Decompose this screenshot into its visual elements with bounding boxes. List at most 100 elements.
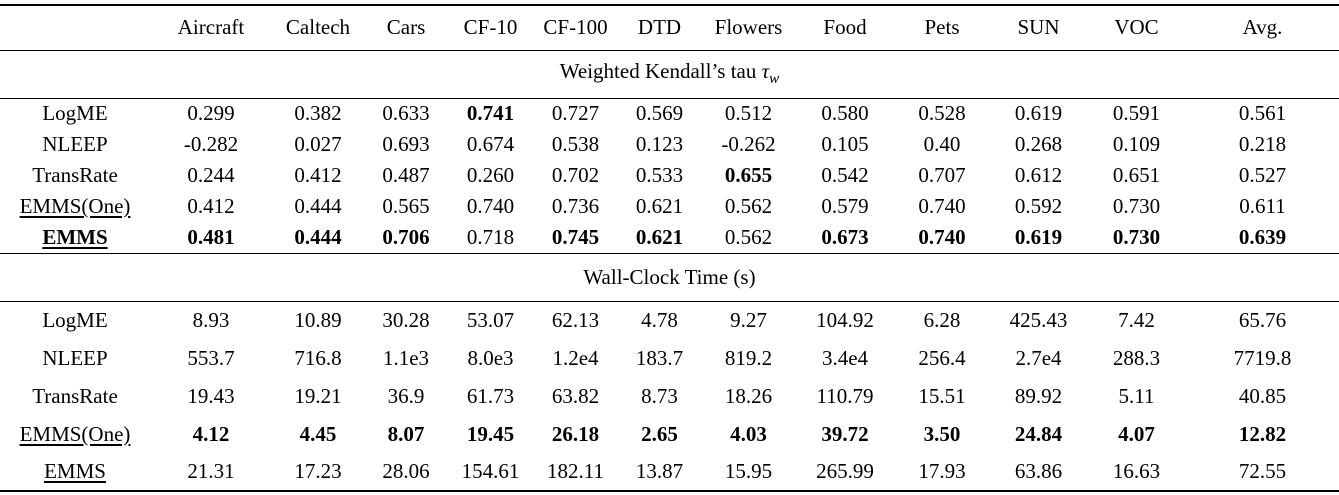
value-cell: 819.2 xyxy=(724,345,773,370)
column-header: SUN xyxy=(1017,15,1060,40)
column-header: DTD xyxy=(637,15,682,40)
value-cell: 0.412 xyxy=(187,194,235,218)
value-cell: 24.84 xyxy=(1014,421,1063,446)
value-cell: 4.12 xyxy=(192,421,230,446)
row-label: TransRate xyxy=(32,163,118,187)
row-label: LogME xyxy=(42,101,108,126)
value-cell: 0.592 xyxy=(1014,194,1063,218)
column-header: VOC xyxy=(1114,15,1159,40)
value-cell: 4.78 xyxy=(641,307,678,332)
table-row: EMMS(One) 4.12 4.45 8.07 19.45 26.18 2.65 4.03 3… xyxy=(0,415,1339,453)
value-cell: 154.61 xyxy=(461,459,520,483)
value-cell: 0.244 xyxy=(187,163,235,187)
value-cell: 0.619 xyxy=(1014,101,1063,126)
value-cell: 0.569 xyxy=(635,101,684,126)
value-cell: 553.7 xyxy=(187,345,235,370)
row-label: NLEEP xyxy=(42,345,108,370)
column-header: Aircraft xyxy=(177,15,245,40)
value-cell: 0.512 xyxy=(724,101,773,126)
value-cell: 9.27 xyxy=(730,307,767,332)
value-cell: 17.23 xyxy=(294,459,342,483)
header-row: Aircraft Caltech Cars CF-10 CF-100 DTD Flowers… xyxy=(0,5,1339,50)
value-cell: 0.727 xyxy=(551,101,600,126)
value-cell: 182.11 xyxy=(547,459,604,483)
row-label: TransRate xyxy=(32,383,118,408)
value-cell: 8.07 xyxy=(387,421,425,446)
value-cell: 63.82 xyxy=(551,383,600,408)
value-cell: 716.8 xyxy=(294,345,342,370)
value-cell: 0.655 xyxy=(724,163,773,187)
results-table: Aircraft Caltech Cars CF-10 CF-100 DTD Flowers… xyxy=(0,4,1339,492)
section-title-text: Weighted Kendall’s tau xyxy=(559,59,762,84)
value-cell: 425.43 xyxy=(1009,307,1068,332)
value-cell: 0.027 xyxy=(294,132,342,156)
table-row: LogME 8.93 10.89 30.28 53.07 62.13 4.78 9.27 104… xyxy=(0,301,1339,339)
value-cell: 265.99 xyxy=(816,459,874,483)
row-label: EMMS(One) xyxy=(19,194,131,218)
value-cell: 0.633 xyxy=(382,101,430,126)
value-cell: 0.533 xyxy=(635,163,684,187)
row-label: EMMS(One) xyxy=(19,421,131,446)
value-cell: 63.86 xyxy=(1014,459,1063,483)
value-cell: 0.579 xyxy=(821,194,869,218)
value-cell: 0.730 xyxy=(1112,224,1161,249)
value-cell: 0.542 xyxy=(821,163,869,187)
table-row: EMMS(One) 0.412 0.444 0.565 0.740 0.736 0.621 0… xyxy=(0,191,1339,222)
value-cell: 10.89 xyxy=(294,307,342,332)
value-cell: 0.706 xyxy=(382,224,430,249)
column-header: Avg. xyxy=(1242,15,1283,40)
section-title-row: Weighted Kendall’s tau τw xyxy=(0,50,1339,98)
value-cell: 0.693 xyxy=(382,132,430,156)
value-cell: 65.76 xyxy=(1238,307,1287,332)
value-cell: -0.282 xyxy=(183,132,239,156)
column-header: Food xyxy=(823,15,867,40)
value-cell: 0.527 xyxy=(1238,163,1287,187)
table-row: NLEEP 553.7 716.8 1.1e3 8.0e3 1.2e4 183.7 819.2… xyxy=(0,339,1339,377)
row-label: NLEEP xyxy=(42,132,108,156)
value-cell: -0.262 xyxy=(721,132,776,156)
value-cell: 0.745 xyxy=(551,224,600,249)
column-header: Caltech xyxy=(285,15,351,40)
value-cell: 0.562 xyxy=(724,224,773,249)
value-cell: 1.1e3 xyxy=(382,345,430,370)
value-cell: 0.651 xyxy=(1112,163,1161,187)
value-cell: 0.382 xyxy=(294,101,342,126)
value-cell: 0.740 xyxy=(466,194,515,218)
value-cell: 0.674 xyxy=(466,132,515,156)
value-cell: 53.07 xyxy=(466,307,515,332)
section-title: Wall-Clock Time (s) xyxy=(0,253,1339,301)
value-cell: 256.4 xyxy=(918,345,966,370)
value-cell: 0.538 xyxy=(551,132,600,156)
value-cell: 183.7 xyxy=(635,345,684,370)
value-cell: 21.31 xyxy=(187,459,235,483)
value-cell: 0.528 xyxy=(918,101,966,126)
value-cell: 36.9 xyxy=(387,383,425,408)
section-title-row: Wall-Clock Time (s) xyxy=(0,253,1339,301)
value-cell: 0.612 xyxy=(1014,163,1063,187)
value-cell: 0.487 xyxy=(382,163,430,187)
value-cell: 0.730 xyxy=(1112,194,1161,218)
value-cell: 7.42 xyxy=(1118,307,1155,332)
value-cell: 4.45 xyxy=(299,421,337,446)
value-cell: 288.3 xyxy=(1112,345,1161,370)
section-title-text: τ xyxy=(761,59,770,84)
value-cell: 62.13 xyxy=(551,307,600,332)
value-cell: 0.702 xyxy=(551,163,600,187)
value-cell: 0.412 xyxy=(294,163,342,187)
table-row: EMMS 0.481 0.444 0.706 0.718 0.745 0.621 0.562 0… xyxy=(0,222,1339,253)
value-cell: 0.740 xyxy=(918,194,966,218)
value-cell: 19.21 xyxy=(294,383,342,408)
value-cell: 2.65 xyxy=(641,421,678,446)
value-cell: 18.26 xyxy=(724,383,773,408)
value-cell: 0.736 xyxy=(551,194,600,218)
value-cell: 0.580 xyxy=(821,101,869,126)
table-row: EMMS 21.31 17.23 28.06 154.61 182.11 13.87 15.9… xyxy=(0,453,1339,491)
value-cell: 72.55 xyxy=(1238,459,1287,483)
value-cell: 0.611 xyxy=(1239,194,1286,218)
table-row: TransRate 0.244 0.412 0.487 0.260 0.702 0.533 0… xyxy=(0,160,1339,191)
table-row: NLEEP -0.282 0.027 0.693 0.674 0.538 0.123 -0.2… xyxy=(0,129,1339,160)
value-cell: 8.73 xyxy=(641,383,678,408)
value-cell: 40.85 xyxy=(1238,383,1287,408)
value-cell: 0.40 xyxy=(923,132,961,156)
